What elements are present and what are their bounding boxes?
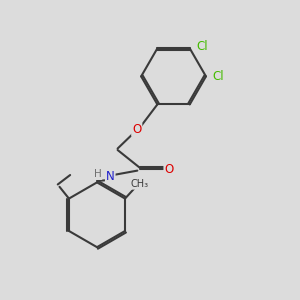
Text: Cl: Cl (212, 70, 224, 83)
Text: H: H (94, 169, 101, 179)
Text: N: N (106, 170, 115, 183)
Text: Cl: Cl (196, 40, 208, 53)
Text: O: O (164, 163, 174, 176)
Text: CH₃: CH₃ (131, 179, 149, 189)
Text: O: O (132, 123, 141, 136)
